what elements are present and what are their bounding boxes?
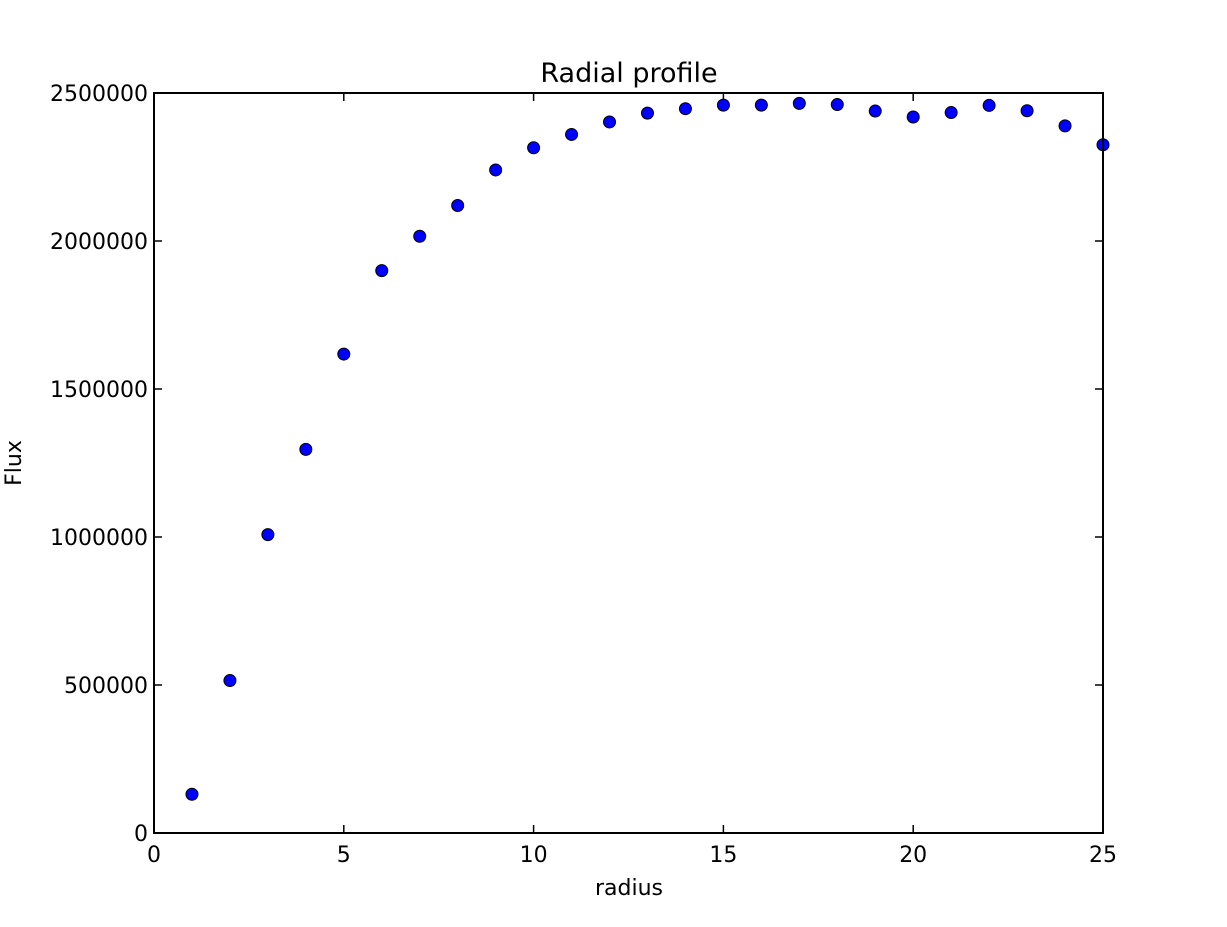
data-point [413, 229, 427, 243]
x-tick-label: 15 [709, 843, 737, 868]
x-tick-label: 25 [1089, 843, 1117, 868]
data-points [185, 96, 1110, 801]
data-point [906, 110, 920, 124]
x-axis-label: radius [595, 876, 663, 901]
data-point [185, 787, 199, 801]
y-tick-label: 500000 [64, 674, 148, 699]
data-point [261, 528, 275, 542]
y-tick-label: 0 [134, 822, 148, 847]
y-tick-label: 1000000 [50, 526, 148, 551]
x-tick-label: 5 [337, 843, 351, 868]
data-point [299, 442, 313, 456]
data-point [640, 106, 654, 120]
data-point [868, 104, 882, 118]
x-tick-label: 10 [520, 843, 548, 868]
plot-frame [153, 92, 1104, 834]
data-point [754, 98, 768, 112]
data-point [527, 141, 541, 155]
data-point [603, 115, 617, 129]
axis-ticks: 0 5 10 15 20 25 0 500000 1000000 1500000 2000000 25… [50, 82, 1117, 868]
data-point [489, 163, 503, 177]
data-point [223, 674, 237, 688]
data-point [678, 102, 692, 116]
y-tick-label: 2000000 [50, 230, 148, 255]
x-tick-label: 20 [899, 843, 927, 868]
data-point [982, 98, 996, 112]
data-point [716, 98, 730, 112]
data-point [375, 264, 389, 278]
data-point [1020, 104, 1034, 118]
data-point [792, 96, 806, 110]
data-point [565, 127, 579, 141]
y-axis-label: Flux [2, 440, 27, 486]
data-point [451, 198, 465, 212]
chart-title: Radial profile [540, 58, 717, 89]
y-tick-label: 1500000 [50, 378, 148, 403]
data-point [337, 347, 351, 361]
x-tick-label: 0 [147, 843, 161, 868]
y-tick-label: 2500000 [50, 82, 148, 107]
data-point [1058, 119, 1072, 133]
data-point [944, 106, 958, 120]
data-point [830, 98, 844, 112]
